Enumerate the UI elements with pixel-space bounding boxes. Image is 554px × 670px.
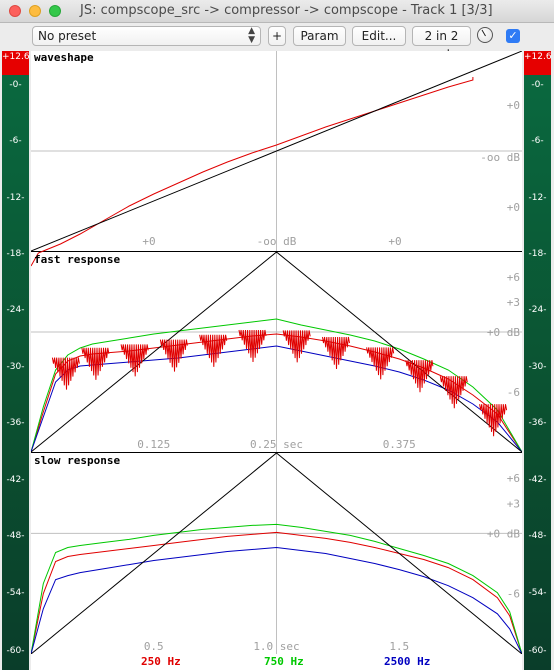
meter-tick-label: -18-	[528, 249, 547, 259]
meter-tick-label: -6-	[9, 136, 22, 146]
title-bar: JS: compscope_src -> compressor -> comps…	[0, 0, 554, 23]
updown-arrows-icon: ▲ ▼	[248, 26, 255, 45]
meter-tick-label: -6-	[531, 136, 544, 146]
input-peak-indicator[interactable]	[2, 51, 29, 75]
frequency-legend: 250 Hz 750 Hz 2500 Hz	[31, 654, 522, 670]
series-250hz-ripple	[405, 360, 434, 393]
x-tick-label: 1.5	[389, 640, 409, 653]
param-button[interactable]: Param	[293, 26, 346, 46]
series-250hz-ripple	[238, 329, 267, 363]
x-tick-label: 0.375	[383, 438, 416, 451]
fx-enable-checkbox[interactable]: ✓	[506, 29, 520, 43]
zoom-window-button[interactable]	[49, 5, 61, 17]
scope-chart: waveshape +0 -oo dB +0 +0 -oo dB +0 fast respon…	[30, 50, 523, 655]
y-tick-label: +0	[507, 99, 520, 112]
meter-tick-label: -24-	[528, 305, 547, 315]
output-peak-indicator[interactable]	[524, 51, 551, 75]
y-tick-label: +3	[507, 497, 520, 510]
meter-tick-label: -60-	[528, 646, 547, 656]
series-250hz-ripple	[81, 347, 110, 380]
y-tick-label: +0	[507, 201, 520, 214]
x-tick-label: +0	[388, 235, 401, 248]
input-level-meter: +12.6 -0- -6- -12- -18- -24- -30- -36- -…	[2, 51, 30, 670]
series-250hz-ripple	[479, 404, 508, 437]
add-preset-button[interactable]: +	[268, 26, 286, 46]
panel-title: waveshape	[34, 51, 94, 64]
y-tick-label: +6	[507, 472, 520, 485]
y-tick-label: -6	[507, 386, 520, 399]
series-linear	[30, 50, 523, 252]
panel-title: slow response	[34, 454, 120, 467]
fx-toolbar: No preset ▲▼ + Param Edit... 2 in 2 out …	[0, 23, 554, 61]
output-peak-label: +12.6	[524, 52, 552, 62]
y-tick-label: -6	[507, 588, 520, 601]
window-title: JS: compscope_src -> compressor -> comps…	[80, 3, 493, 18]
edit-button[interactable]: Edit...	[352, 26, 406, 46]
y-tick-label: +0 dB	[487, 527, 520, 540]
series-250hz-ripple	[322, 336, 350, 370]
io-routing-button[interactable]: 2 in 2 out	[412, 26, 471, 61]
y-tick-label: -oo dB	[480, 151, 520, 164]
meter-tick-label: -0-	[531, 80, 544, 90]
series-250hz-ripple	[282, 330, 311, 363]
preset-select-value: No preset	[38, 29, 97, 43]
y-tick-label: +0 dB	[487, 326, 520, 339]
meter-tick-label: -48-	[528, 531, 547, 541]
meter-tick-label: -54-	[528, 588, 547, 598]
series-250hz-ripple	[439, 376, 468, 409]
series-250hz-ripple	[159, 339, 188, 372]
meter-tick-label: -12-	[528, 193, 547, 203]
input-peak-label: +12.6	[2, 52, 30, 62]
meter-tick-label: -12-	[6, 193, 25, 203]
meter-tick-label: -42-	[528, 475, 547, 485]
meter-tick-label: -54-	[6, 588, 25, 598]
wet-dry-knob-icon[interactable]	[477, 27, 493, 43]
preset-select[interactable]: No preset ▲ ▼	[32, 26, 261, 46]
minimize-window-button[interactable]	[29, 5, 41, 17]
x-tick-label: 0.5	[144, 640, 164, 653]
series-250hz	[30, 77, 474, 267]
series-250hz-ripple	[366, 347, 395, 380]
series-250hz-ripple	[51, 357, 80, 390]
series-2500hz	[30, 546, 523, 655]
legend-250hz: 250 Hz	[141, 655, 181, 668]
output-level-meter: +12.6 -0- -6- -12- -18- -24- -30- -36- -…	[524, 51, 552, 670]
close-window-button[interactable]	[9, 5, 21, 17]
meter-tick-label: -42-	[6, 475, 25, 485]
series-250hz	[30, 531, 523, 655]
meter-tick-label: -48-	[6, 531, 25, 541]
legend-750hz: 750 Hz	[264, 655, 304, 668]
series-2500hz	[30, 345, 523, 453]
scope-display: waveshape +0 -oo dB +0 +0 -oo dB +0 fast respon…	[30, 50, 523, 655]
series-linear	[30, 251, 523, 453]
meter-tick-label: -0-	[9, 80, 22, 90]
meter-tick-label: -18-	[6, 249, 25, 259]
meter-tick-label: -30-	[6, 362, 25, 372]
meter-tick-label: -24-	[6, 305, 25, 315]
meter-tick-label: -36-	[528, 418, 547, 428]
series-linear	[30, 452, 523, 655]
meter-tick-label: -30-	[528, 362, 547, 372]
x-tick-label: 1.0 sec	[253, 640, 299, 653]
meter-tick-label: -36-	[6, 418, 25, 428]
series-250hz-ripple	[120, 344, 149, 377]
x-tick-label: 0.125	[137, 438, 170, 451]
y-tick-label: +6	[507, 271, 520, 284]
meter-tick-label: -60-	[6, 646, 25, 656]
y-tick-label: +3	[507, 296, 520, 309]
series-750hz	[30, 523, 523, 655]
series-250hz-ripple	[199, 334, 228, 367]
legend-2500hz: 2500 Hz	[384, 655, 431, 668]
x-tick-label: 0.25 sec	[250, 438, 303, 451]
panel-title: fast response	[34, 253, 120, 266]
x-tick-label: -oo dB	[257, 235, 297, 248]
x-tick-label: +0	[142, 235, 155, 248]
